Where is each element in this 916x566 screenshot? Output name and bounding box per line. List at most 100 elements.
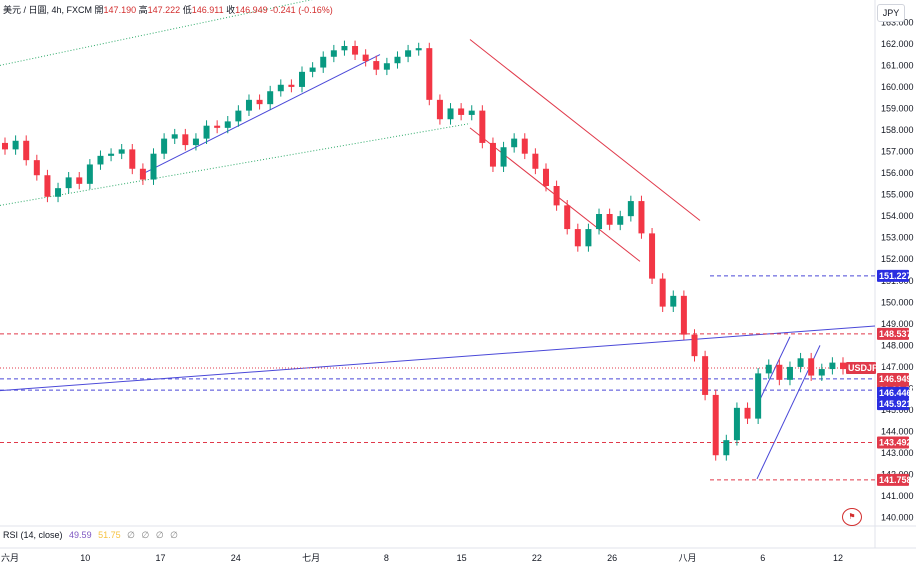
candle-body [733, 407, 740, 441]
y-tick-label: 163.000 [881, 17, 914, 27]
candle-body [129, 149, 136, 169]
candle-body [341, 46, 348, 51]
candle-body [182, 134, 189, 146]
price-tag-label: 146.446 [879, 388, 912, 398]
candle-body [797, 358, 804, 367]
candle-body [627, 201, 634, 217]
rsi-label: RSI (14, close) [3, 530, 63, 540]
candle-body [744, 407, 751, 419]
y-tick-label: 140.000 [881, 513, 914, 523]
rising-trend-line [139, 54, 381, 176]
price-tag [877, 327, 909, 340]
candle-body [235, 110, 242, 122]
candle-body [362, 54, 369, 62]
candle-body [479, 110, 486, 143]
candle-body [426, 48, 433, 100]
x-tick-label: 七月 [302, 553, 320, 563]
candle-body [500, 147, 507, 167]
price-tag-label: 146.949 [879, 374, 912, 384]
candle-body [12, 140, 19, 150]
candle-body [829, 362, 836, 370]
x-tick-label: 10 [80, 553, 90, 563]
close-value: 146.949 [235, 5, 268, 15]
price-tag [877, 386, 909, 399]
y-tick-label: 158.000 [881, 125, 914, 135]
price-tag-label: 141.758 [879, 475, 912, 485]
candle-body [108, 153, 115, 156]
y-tick-label: 161.000 [881, 60, 914, 70]
y-tick-label: 148.000 [881, 340, 914, 350]
candle-body [86, 164, 93, 184]
y-tick-label: 159.000 [881, 103, 914, 113]
candle-body [65, 177, 72, 189]
candle-body [256, 99, 263, 105]
candle-body [267, 91, 274, 105]
price-tag [877, 473, 909, 486]
y-tick-label: 153.000 [881, 233, 914, 243]
y-tick-label: 144.000 [881, 427, 914, 437]
candle-body [532, 153, 539, 169]
currency-button[interactable]: JPY [877, 4, 905, 22]
candle-body [383, 63, 390, 70]
y-tick-label: 141.000 [881, 491, 914, 501]
x-tick-label: 24 [231, 553, 241, 563]
candle-body [309, 67, 316, 72]
y-tick-label: 152.000 [881, 254, 914, 264]
price-tag [877, 436, 909, 449]
candle-body [436, 99, 443, 120]
y-tick-label: 162.000 [881, 39, 914, 49]
x-tick-label: 26 [607, 553, 617, 563]
price-tag [846, 362, 876, 374]
candle-body [776, 364, 783, 380]
x-tick-label: 八月 [678, 553, 696, 563]
y-tick-label: 155.000 [881, 190, 914, 200]
candle-body [139, 168, 146, 180]
y-tick-label: 147.000 [881, 362, 914, 372]
y-tick-label: 160.000 [881, 82, 914, 92]
close-label: 收 [226, 5, 236, 15]
candle-body [97, 155, 104, 165]
candle-body [606, 214, 613, 225]
candle-body [192, 138, 199, 146]
long-trend-line [0, 325, 876, 392]
candle-body [765, 364, 772, 374]
candle-body [659, 278, 666, 307]
open-value: 147.190 [103, 5, 137, 15]
price-tag [877, 269, 909, 282]
price-tag-label: 143.492 [879, 437, 912, 447]
candle-body [44, 175, 51, 197]
candle-body [521, 138, 528, 154]
candle-body [150, 153, 157, 180]
wedge-upper [756, 336, 791, 406]
candle-body [352, 46, 359, 55]
price-tag-label: 148.537 [879, 329, 912, 339]
upper-channel-line [0, 0, 313, 66]
y-tick-label: 157.000 [881, 147, 914, 157]
candle-body [224, 121, 231, 128]
candle-body [680, 295, 687, 335]
candle-body [405, 50, 412, 57]
x-tick-label: 6 [760, 553, 765, 563]
price-tag [877, 373, 909, 385]
candle-body [723, 440, 730, 456]
low-label: 低 [182, 5, 192, 15]
candle-body [288, 84, 295, 87]
y-tick-label: 149.000 [881, 319, 914, 329]
y-tick-label: 156.000 [881, 168, 914, 178]
price-tag-label: USDJPY [848, 363, 884, 373]
candle-body [373, 61, 380, 70]
rsi-legend: RSI (14, close) 49.59 51.75 ∅ ∅ ∅ ∅ [3, 530, 180, 541]
candle-body [840, 362, 846, 370]
rsi-value-1: 49.59 [69, 530, 92, 540]
candle-body [33, 160, 40, 176]
candle-body [617, 216, 624, 225]
candle-body [489, 142, 496, 167]
candle-body [277, 84, 284, 92]
flag-logo-icon: ⚑ [842, 508, 862, 526]
x-tick-label: 六月 [1, 552, 19, 563]
candle-body [330, 50, 337, 57]
y-tick-label: 143.000 [881, 448, 914, 458]
high-label: 高 [138, 5, 148, 15]
